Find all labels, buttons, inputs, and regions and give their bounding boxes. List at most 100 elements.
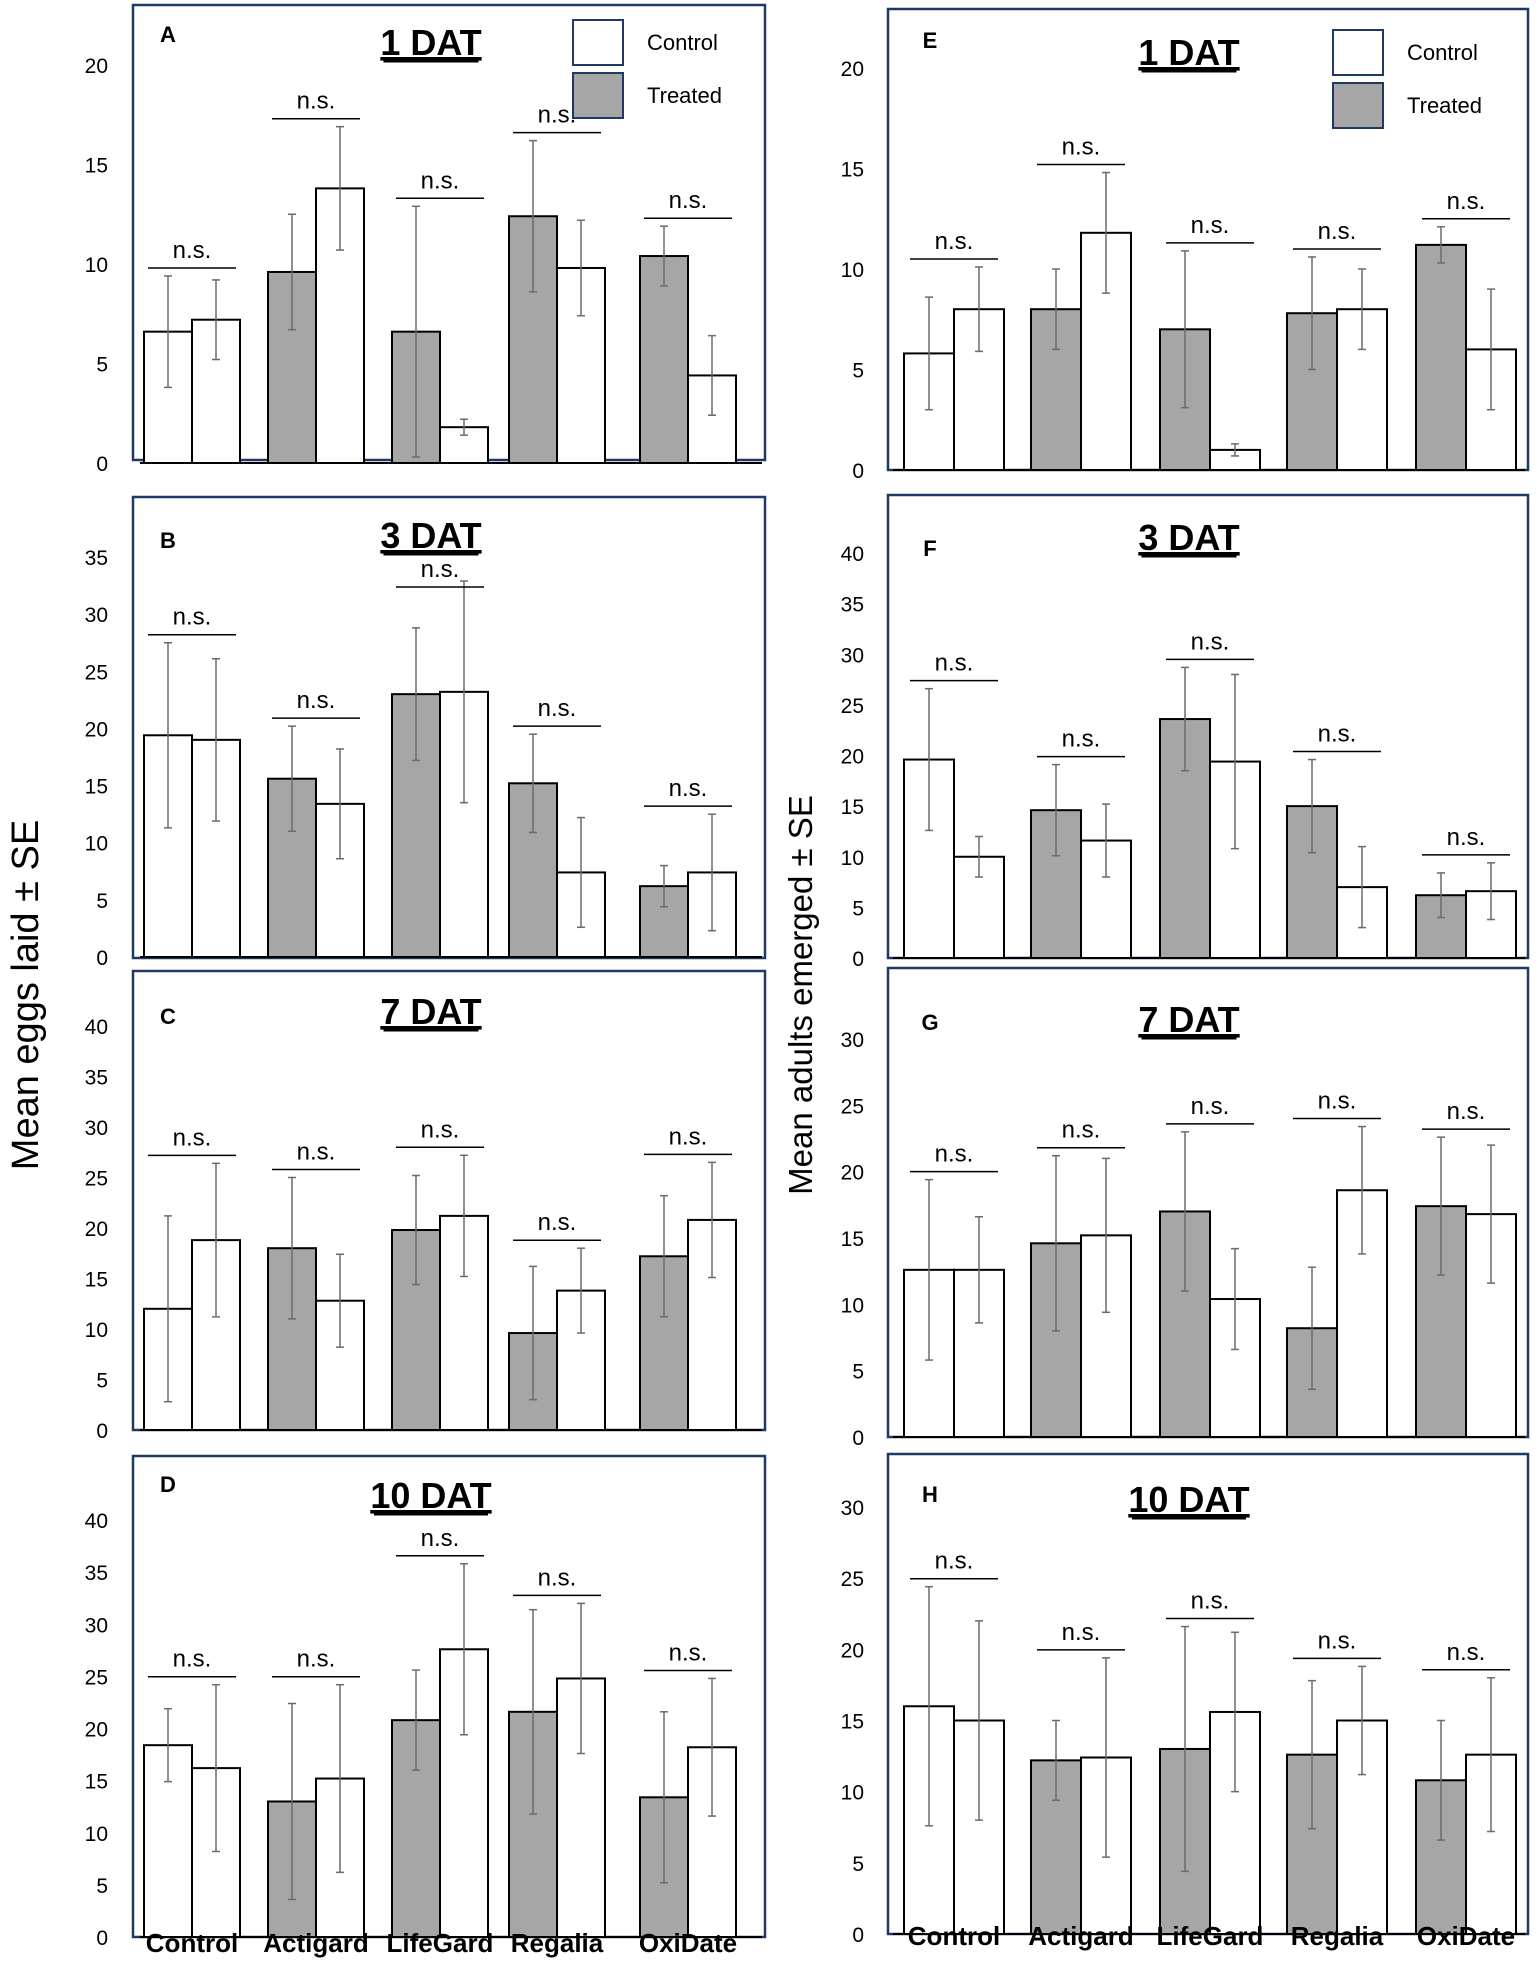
bar-group-actigard: n.s. (1030, 1619, 1132, 1936)
y-tick-label: 15 (841, 796, 864, 819)
y-tick-labels: 0 5 10 15 20 25 30 35 40 (841, 543, 864, 971)
significance-label: n.s. (538, 695, 577, 722)
significance-label: n.s. (297, 1646, 336, 1673)
significance-label: n.s. (421, 1525, 460, 1552)
panel-letter: A (160, 22, 176, 47)
y-tick-label: 15 (85, 1269, 108, 1292)
bar-group-control: n.s. (903, 650, 1005, 959)
legend-label-treated: Treated (1407, 93, 1482, 118)
panel-title: 10 DAT (1128, 1479, 1249, 1520)
bar-group-oxidate: n.s. (1415, 824, 1517, 959)
y-tick-label: 40 (85, 1510, 108, 1533)
bar-group-control: n.s. (143, 237, 241, 464)
y-tick-labels: 0 5 10 15 20 (85, 55, 108, 476)
x-label-regalia: Regalia (511, 1928, 604, 1958)
y-tick-labels: 0 5 10 15 20 25 30 35 40 (85, 1510, 108, 1950)
y-tick-label: 15 (85, 155, 108, 178)
significance-label: n.s. (297, 1139, 336, 1166)
panel-letter: D (160, 1472, 176, 1497)
y-tick-label: 10 (85, 254, 108, 277)
panel-title: 10 DAT (370, 1475, 491, 1516)
y-tick-label: 0 (852, 948, 864, 971)
significance-label: n.s. (538, 1209, 577, 1236)
y-tick-label: 15 (841, 159, 864, 182)
panel-C: 0 5 10 15 20 25 30 35 40 C 7 DAT n.s. n.s. n.s. n.s. n.… (85, 969, 767, 1443)
bar-group-regalia: n.s. (508, 102, 606, 465)
y-tick-label: 30 (85, 1117, 108, 1140)
legend-swatch-control (572, 19, 624, 66)
x-label-actigard: Actigard (263, 1928, 368, 1958)
y-tick-label: 35 (85, 547, 108, 570)
significance-label: n.s. (421, 1116, 460, 1143)
bar-group-oxidate: n.s. (639, 1123, 737, 1432)
significance-label: n.s. (669, 1123, 708, 1150)
y-tick-label: 5 (96, 1875, 108, 1898)
bar-group-oxidate: n.s. (639, 775, 737, 959)
panel-title: 7 DAT (1138, 999, 1239, 1040)
x-label-regalia: Regalia (1291, 1921, 1384, 1951)
y-tick-labels: 0 5 10 15 20 (841, 58, 864, 483)
y-tick-label: 5 (96, 1370, 108, 1393)
bar-group-regalia: n.s. (1286, 721, 1388, 959)
y-tick-label: 15 (85, 776, 108, 799)
significance-label: n.s. (173, 604, 212, 631)
y-tick-label: 10 (841, 1294, 864, 1317)
y-tick-label: 5 (852, 360, 864, 383)
y-tick-label: 0 (96, 1927, 108, 1950)
y-tick-label: 20 (841, 1639, 864, 1662)
panel-E: 0 5 10 15 20 E 1 DAT n.s. n.s. n.s. n.s. n.s. Contro… (841, 7, 1530, 483)
bar-group-lifegard: n.s. (391, 1116, 489, 1432)
x-label-control: Control (146, 1928, 238, 1958)
y-tick-label: 10 (841, 259, 864, 282)
significance-label: n.s. (538, 102, 577, 129)
bar-group-control: n.s. (903, 1141, 1005, 1438)
significance-label: n.s. (173, 1124, 212, 1151)
y-tick-label: 0 (96, 947, 108, 970)
bar-group-actigard: n.s. (267, 88, 365, 464)
y-tick-label: 40 (85, 1016, 108, 1039)
y-tick-label: 20 (841, 746, 864, 769)
y-tick-label: 10 (85, 1823, 108, 1846)
y-tick-label: 0 (852, 1924, 864, 1947)
y-tick-label: 35 (85, 1562, 108, 1585)
panel-H: 0 5 10 15 20 25 30 H 10 DAT n.s. n.s. n.s. n.s. n.s. (841, 1452, 1530, 1947)
significance-label: n.s. (1447, 188, 1486, 215)
bar-group-lifegard: n.s. (391, 1525, 489, 1939)
bar-group-control: n.s. (903, 1548, 1005, 1936)
y-tick-label: 5 (96, 890, 108, 913)
significance-label: n.s. (1062, 134, 1101, 161)
y-tick-label: 40 (841, 543, 864, 566)
significance-label: n.s. (421, 556, 460, 583)
significance-label: n.s. (1318, 721, 1357, 748)
bar-group-control: n.s. (143, 1124, 241, 1432)
significance-label: n.s. (1191, 212, 1230, 239)
significance-label: n.s. (669, 187, 708, 214)
panel-letter: E (923, 28, 938, 53)
bar-treated (639, 255, 689, 465)
panel-letter: B (160, 528, 176, 553)
panel-letter: C (160, 1004, 176, 1029)
y-tick-label: 15 (841, 1711, 864, 1734)
bar-group-regalia: n.s. (508, 695, 606, 959)
significance-label: n.s. (1447, 1098, 1486, 1125)
bar-group-oxidate: n.s. (1415, 1098, 1517, 1439)
legend-swatch-treated (572, 72, 624, 119)
y-tick-label: 20 (85, 1719, 108, 1742)
bar-group-actigard: n.s. (1030, 726, 1132, 959)
panel-letter: F (923, 536, 936, 561)
significance-label: n.s. (1318, 1627, 1357, 1654)
y-tick-label: 20 (85, 55, 108, 78)
significance-label: n.s. (935, 1141, 974, 1168)
bar-group-actigard: n.s. (267, 687, 365, 959)
significance-label: n.s. (1191, 1588, 1230, 1615)
y-tick-label: 5 (852, 1361, 864, 1384)
significance-label: n.s. (421, 167, 460, 194)
bar-treated (1415, 243, 1467, 471)
y-tick-label: 25 (85, 1168, 108, 1191)
x-label-lifegard: LifeGard (387, 1928, 494, 1958)
significance-label: n.s. (538, 1564, 577, 1591)
bar-group-oxidate: n.s. (1415, 1639, 1517, 1936)
bar-group-regalia: n.s. (1286, 1088, 1388, 1439)
